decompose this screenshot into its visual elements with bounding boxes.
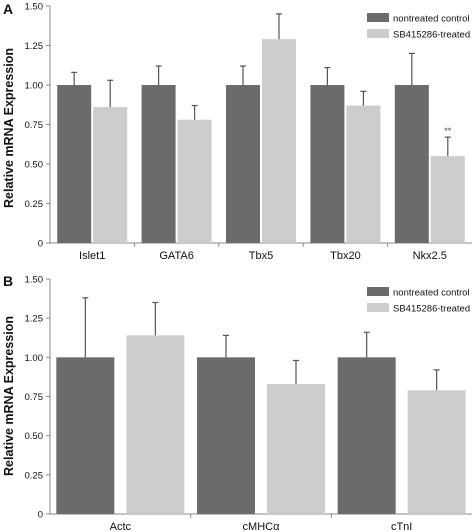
legend-swatch	[367, 303, 389, 312]
y-tick-label: 0.75	[25, 120, 44, 131]
y-tick-label: 1.50	[25, 2, 44, 13]
bar	[267, 383, 325, 514]
legend-swatch	[367, 287, 389, 296]
bar	[93, 107, 128, 244]
legend: nontreated control SB415286-treated	[367, 287, 470, 315]
plot-area: 0 0.25 0.50 0.75 1.00 1.25 1.50 Islet1 GATA6 Tbx5…	[25, 2, 472, 262]
y-tick-label: 0	[38, 239, 43, 250]
legend-label: nontreated control	[393, 288, 470, 299]
bar	[126, 335, 185, 514]
significance-mark: **	[444, 126, 452, 136]
bar	[430, 156, 465, 243]
legend-swatch	[367, 29, 389, 38]
x-tick-label: GATA6	[159, 250, 193, 262]
y-tick-label: 0.25	[25, 199, 44, 210]
plot-area: 0 0.25 0.50 0.75 1.00 1.25 1.50 Actc cMHCα cTnI	[25, 275, 472, 532]
bar	[56, 357, 115, 514]
bar	[177, 119, 212, 243]
x-tick-label: cTnI	[391, 521, 412, 532]
bar	[407, 390, 466, 514]
y-tick-label: 0.75	[25, 392, 44, 403]
y-tick-label: 1.00	[25, 81, 44, 92]
legend-swatch	[367, 13, 389, 22]
bar	[57, 85, 92, 243]
x-tick-label: Tbx5	[249, 250, 273, 262]
x-tick-label: Actc	[110, 521, 132, 532]
x-tick-label: Islet1	[79, 250, 105, 262]
legend-label: SB415286-treated	[393, 30, 470, 41]
y-tick-label: 1.25	[25, 314, 44, 325]
legend-label: SB415286-treated	[393, 304, 470, 315]
panel-label: B	[3, 273, 13, 289]
y-tick-label: 0.50	[25, 431, 44, 442]
bar	[346, 105, 381, 243]
bar	[197, 357, 255, 514]
y-tick-label: 1.25	[25, 41, 44, 52]
bar	[337, 357, 396, 514]
y-axis-label: Relative mRNA Expression	[2, 316, 16, 476]
panel-b: B Relative mRNA Expression 0 0.25 0.50 0.75…	[2, 273, 472, 532]
y-tick-label: 0.25	[25, 470, 44, 481]
legend-label: nontreated control	[393, 14, 470, 25]
panel-a: A Relative mRNA Expression 0 0.25 0.50 0.75…	[2, 1, 472, 262]
y-axis-label: Relative mRNA Expression	[2, 48, 16, 208]
y-tick-label: 0.50	[25, 160, 44, 171]
y-tick-label: 1.00	[25, 353, 44, 364]
bar	[262, 39, 296, 244]
x-tick-label: Nkx2.5	[413, 250, 447, 262]
y-tick-label: 1.50	[25, 275, 44, 286]
y-tick-label: 0	[38, 510, 43, 521]
x-tick-label: Tbx20	[330, 250, 361, 262]
bar	[310, 85, 345, 243]
x-tick-label: cMHCα	[243, 521, 281, 532]
bar	[226, 85, 260, 243]
bar	[141, 85, 176, 243]
legend: nontreated control SB415286-treated	[367, 13, 470, 41]
panel-label: A	[3, 1, 13, 17]
bar	[394, 85, 429, 243]
